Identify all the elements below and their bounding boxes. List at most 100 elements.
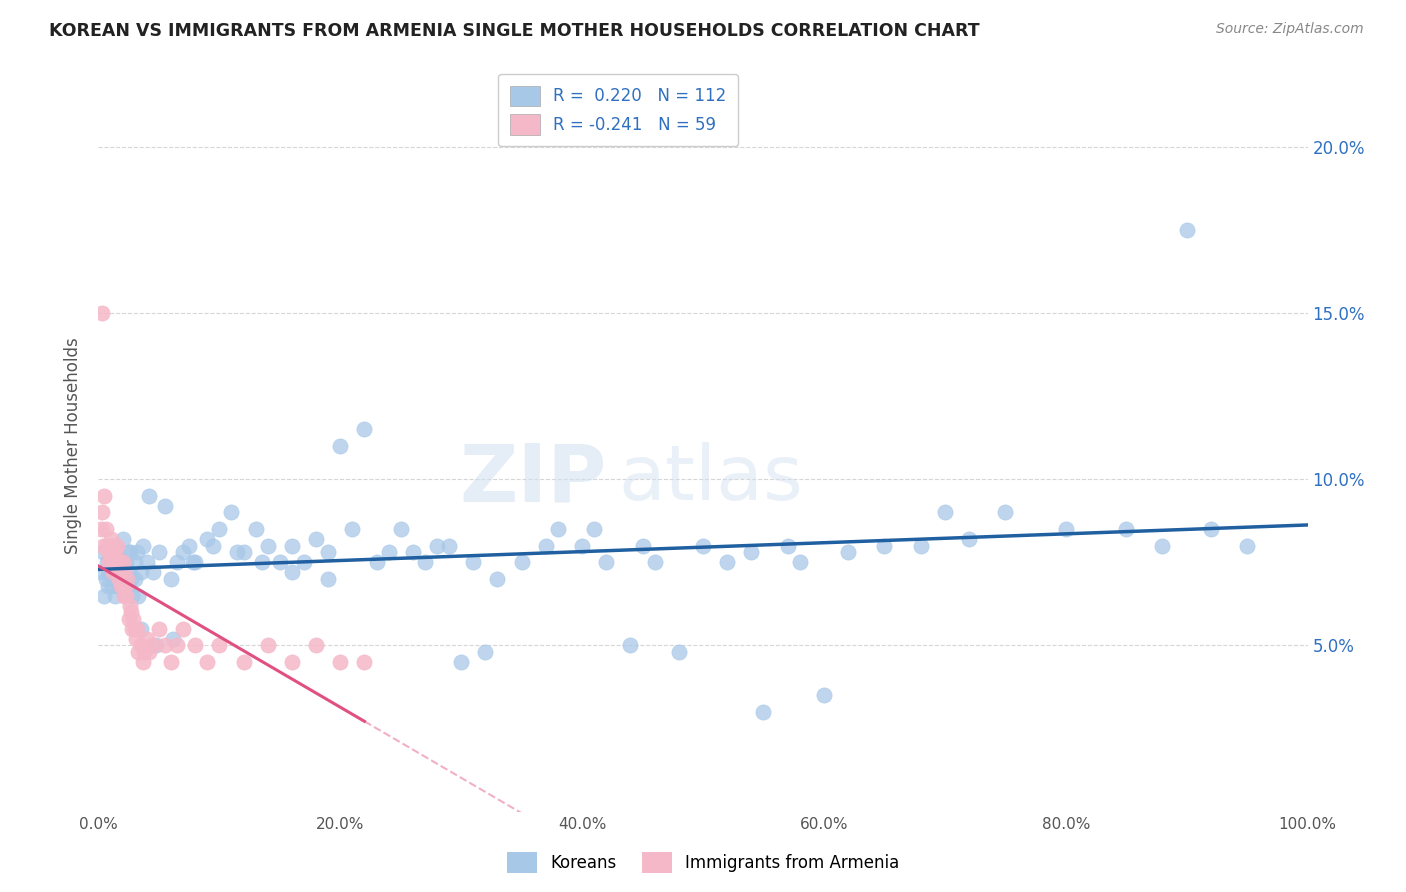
Point — [789, 555, 811, 569]
Point — [101, 545, 124, 559]
Point — [208, 522, 231, 536]
Point — [124, 622, 146, 636]
Point — [105, 539, 128, 553]
Point — [138, 489, 160, 503]
Point — [138, 645, 160, 659]
Point — [166, 639, 188, 653]
Point — [776, 539, 799, 553]
Point — [179, 539, 201, 553]
Point — [450, 655, 472, 669]
Point — [1054, 522, 1077, 536]
Point — [108, 572, 131, 586]
Point — [934, 506, 956, 520]
Point — [129, 639, 152, 653]
Point — [114, 579, 136, 593]
Point — [91, 506, 114, 520]
Point — [366, 555, 388, 569]
Point — [127, 545, 149, 559]
Point — [103, 555, 125, 569]
Point — [583, 522, 606, 536]
Point — [127, 622, 149, 636]
Point — [873, 539, 896, 553]
Point — [631, 539, 654, 553]
Point — [121, 622, 143, 636]
Point — [94, 522, 117, 536]
Point — [181, 555, 204, 569]
Point — [135, 555, 157, 569]
Point — [994, 506, 1017, 520]
Point — [129, 622, 152, 636]
Point — [162, 632, 184, 646]
Point — [107, 566, 129, 580]
Point — [184, 639, 207, 653]
Point — [142, 566, 165, 580]
Point — [145, 639, 167, 653]
Point — [184, 555, 207, 569]
Point — [281, 566, 304, 580]
Point — [142, 639, 165, 653]
Point — [837, 545, 859, 559]
Point — [124, 572, 146, 586]
Point — [329, 655, 352, 669]
Point — [108, 555, 131, 569]
Point — [101, 566, 124, 580]
Point — [91, 306, 114, 320]
Point — [118, 599, 141, 613]
Point — [221, 506, 243, 520]
Point — [124, 555, 146, 569]
Point — [115, 555, 138, 569]
Point — [96, 555, 118, 569]
Point — [104, 545, 127, 559]
Point — [101, 555, 124, 569]
Point — [1152, 539, 1174, 553]
Point — [1199, 522, 1222, 536]
Point — [135, 632, 157, 646]
Point — [104, 589, 127, 603]
Point — [353, 655, 375, 669]
Point — [105, 545, 128, 559]
Point — [120, 572, 142, 586]
Point — [111, 555, 134, 569]
Point — [110, 566, 132, 580]
Point — [118, 545, 141, 559]
Point — [202, 539, 225, 553]
Point — [148, 622, 170, 636]
Point — [103, 555, 125, 569]
Point — [118, 612, 141, 626]
Point — [132, 539, 155, 553]
Point — [486, 572, 509, 586]
Point — [1175, 223, 1198, 237]
Point — [305, 532, 328, 546]
Point — [256, 639, 278, 653]
Text: Source: ZipAtlas.com: Source: ZipAtlas.com — [1216, 22, 1364, 37]
Point — [172, 622, 194, 636]
Point — [118, 566, 141, 580]
Point — [110, 579, 132, 593]
Point — [115, 589, 138, 603]
Point — [153, 639, 176, 653]
Point — [111, 579, 134, 593]
Point — [108, 555, 131, 569]
Point — [426, 539, 449, 553]
Point — [813, 689, 835, 703]
Point — [112, 566, 135, 580]
Point — [571, 539, 593, 553]
Point — [100, 539, 122, 553]
Point — [127, 589, 149, 603]
Point — [160, 572, 183, 586]
Point — [377, 545, 399, 559]
Point — [402, 545, 425, 559]
Point — [107, 579, 129, 593]
Point — [91, 539, 114, 553]
Point — [437, 539, 460, 553]
Point — [172, 545, 194, 559]
Text: atlas: atlas — [619, 442, 803, 516]
Point — [129, 566, 152, 580]
Point — [281, 539, 304, 553]
Point — [98, 566, 121, 580]
Point — [256, 539, 278, 553]
Point — [413, 555, 436, 569]
Point — [134, 645, 156, 659]
Point — [644, 555, 666, 569]
Point — [510, 555, 533, 569]
